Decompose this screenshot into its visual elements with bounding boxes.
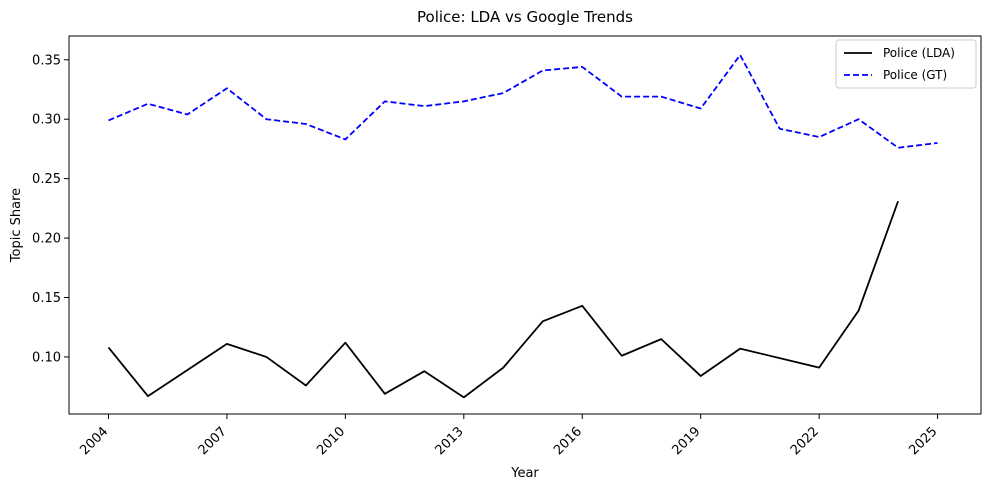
legend: Police (LDA) Police (GT) (835, 39, 977, 89)
plot-area-frame (68, 35, 982, 415)
y-tick-label: 0.35 (32, 53, 61, 68)
chart-title: Police: LDA vs Google Trends (417, 8, 633, 26)
y-tick-label: 0.15 (32, 291, 61, 306)
y-tick-label: 0.30 (32, 113, 61, 128)
legend-label-gt: Police (GT) (883, 68, 947, 82)
series-line-1 (108, 54, 938, 149)
y-tick-label: 0.20 (32, 232, 61, 247)
y-axis-ticks: 0.10 0.15 0.20 0.25 0.30 0.35 (32, 53, 69, 365)
x-axis-title: Year (510, 466, 539, 481)
y-tick-label: 0.25 (32, 172, 61, 187)
y-axis-title: Topic Share (9, 188, 24, 263)
y-tick-label: 0.10 (32, 350, 61, 365)
legend-label-lda: Police (LDA) (883, 46, 955, 60)
plot-lines (107, 54, 938, 399)
series-line-0 (107, 200, 899, 399)
legend-box (835, 39, 977, 89)
